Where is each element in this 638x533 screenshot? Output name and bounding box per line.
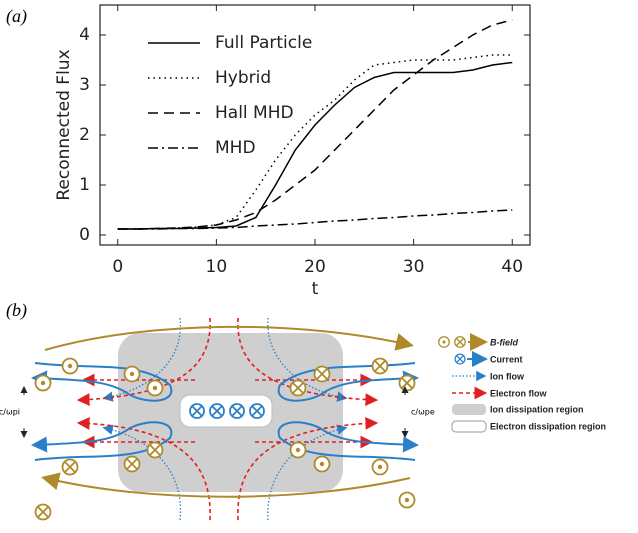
electron-flow [76, 317, 379, 521]
y-tick-label: 1 [79, 175, 90, 195]
series-line [117, 61, 513, 230]
side-label: c/ωpi [0, 408, 20, 417]
x-tick-label: 0 [112, 257, 123, 277]
x-axis-label: t [312, 279, 319, 299]
currents-lines [31, 362, 419, 461]
b-field [41, 325, 414, 498]
x-tick-label: 10 [206, 257, 228, 277]
legend-label: Electron dissipation region [490, 421, 606, 431]
side-label: c/ωpe [411, 408, 435, 417]
series-line [117, 54, 513, 230]
x-tick-label: 20 [304, 257, 326, 277]
series-line [117, 19, 513, 230]
y-tick-label: 2 [79, 125, 90, 145]
chart: 0 10 20 30 40 0 1 2 3 4 t Reconnected Flux Full Part… [54, 4, 531, 299]
y-axis-label: Reconnected Flux [54, 49, 74, 200]
electron-region [179, 394, 273, 428]
diagram: c/ωpi c/ωpe B-field Current Ion flow Ele… [0, 317, 606, 521]
y-tick-label: 0 [79, 225, 90, 245]
legend-label: Ion flow [490, 371, 525, 381]
legend-label: B-field [490, 337, 519, 347]
legend-label: Hybrid [215, 68, 271, 88]
x-tick-label: 30 [403, 257, 425, 277]
legend-label: Hall MHD [215, 103, 294, 123]
panel-label: (a) [6, 6, 27, 27]
diagram-legend: B-field Current Ion flow Electron flow I… [438, 333, 606, 433]
y-tick-label: 4 [79, 25, 90, 45]
series-line [117, 209, 513, 230]
legend-label: MHD [215, 138, 256, 158]
legend-label: Electron flow [490, 388, 548, 398]
ion-flow [102, 317, 348, 521]
y-tick-label: 3 [79, 75, 90, 95]
panel-label: (b) [6, 300, 27, 321]
legend-label: Full Particle [215, 33, 312, 53]
scale-arrows [20, 386, 409, 438]
legend-label: Current [490, 354, 523, 364]
x-tick-label: 40 [501, 257, 523, 277]
legend-label: Ion dissipation region [490, 404, 584, 414]
